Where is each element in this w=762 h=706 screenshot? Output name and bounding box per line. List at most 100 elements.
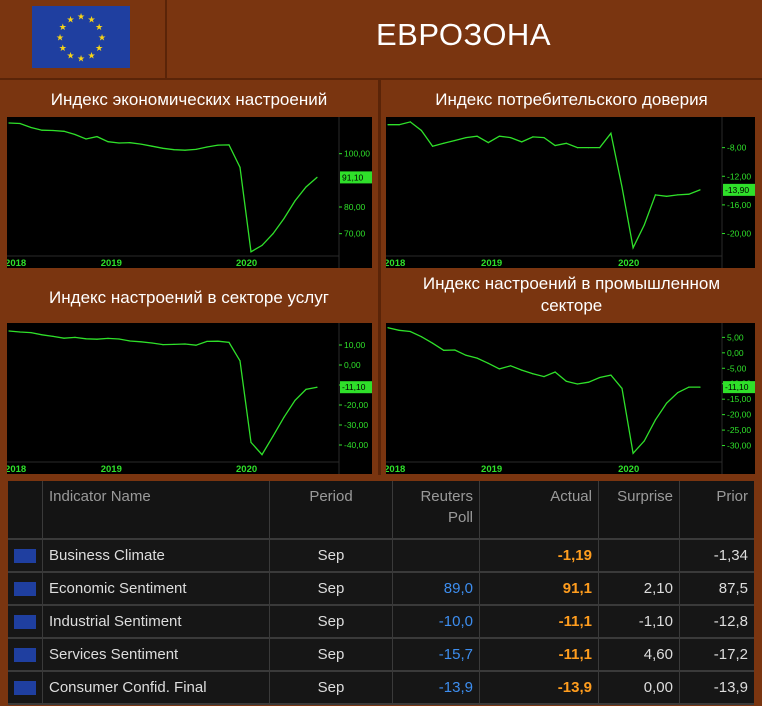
x-tick-label: 2020	[236, 464, 257, 474]
last-value-badge	[340, 171, 372, 184]
last-value-label: 91,10	[342, 172, 364, 182]
eu-flag-icon	[8, 605, 43, 639]
x-tick-label: 2020	[618, 258, 639, 268]
data-point	[206, 340, 208, 342]
data-point	[599, 376, 601, 379]
data-point	[283, 217, 285, 220]
indicator-actual: -11,1	[479, 638, 599, 672]
indicator-poll: -10,0	[392, 605, 480, 639]
indicator-prior: 87,5	[679, 572, 754, 606]
data-point	[173, 149, 175, 151]
data-point	[543, 137, 545, 139]
data-point	[465, 137, 467, 139]
data-point	[699, 189, 701, 191]
x-tick-label: 2018	[386, 464, 405, 474]
data-point	[387, 327, 389, 329]
data-point	[443, 349, 445, 351]
table-row[interactable]: Industrial Sentiment Sep -10,0 -11,1 -1,…	[8, 605, 754, 639]
data-point	[173, 343, 175, 345]
flag-star: ★	[77, 12, 85, 22]
data-point	[587, 147, 590, 149]
eu-flag-icon	[8, 671, 43, 705]
y-tick-label: 70,00	[344, 229, 366, 239]
header-period: Period	[269, 481, 393, 540]
y-tick-label: 0,00	[727, 348, 744, 358]
data-point	[316, 386, 318, 388]
data-point	[206, 146, 208, 148]
data-point	[8, 122, 10, 124]
indicator-surprise	[598, 539, 680, 573]
data-point	[599, 147, 601, 149]
data-point	[665, 195, 668, 197]
series-line	[388, 121, 701, 250]
header-flag-col	[8, 481, 43, 540]
series-line	[8, 330, 318, 456]
flag-star: ★	[77, 54, 85, 64]
indicator-poll: 89,0	[392, 572, 480, 606]
indicator-prior: -12,8	[679, 605, 754, 639]
data-point	[305, 388, 307, 390]
y-tick-label: -40,00	[344, 440, 368, 450]
table-header-row: Indicator Name Period Reuters Poll Actua…	[8, 481, 754, 540]
data-point	[387, 124, 389, 126]
x-tick-label: 2018	[7, 464, 26, 474]
indicator-name: Industrial Sentiment	[42, 605, 270, 639]
data-point	[454, 139, 456, 142]
y-tick-label: 5,00	[727, 332, 744, 342]
x-tick-label: 2019	[101, 464, 122, 474]
last-value-label: -13,90	[725, 185, 749, 195]
table-row[interactable]: Business Climate Sep -1,19 -1,34	[8, 539, 754, 573]
y-tick-label: -12,00	[727, 171, 751, 181]
table-row[interactable]: Consumer Confid. Final Sep -13,9 -13,9 0…	[8, 671, 754, 705]
chart-industrial-sentiment: 5,000,00-5,00-10,00-15,00-20,00-25,00-30…	[386, 323, 755, 474]
data-point	[63, 130, 65, 132]
data-point	[250, 251, 252, 253]
last-value-label: -11,10	[725, 382, 749, 392]
data-point	[74, 336, 76, 338]
y-tick-label: 10,00	[344, 340, 366, 350]
data-point	[621, 186, 623, 188]
data-point	[96, 338, 98, 340]
indicator-prior: -13,9	[679, 671, 754, 705]
y-tick-label: -25,00	[727, 425, 751, 435]
indicator-surprise: 2,10	[598, 572, 680, 606]
data-point	[316, 176, 318, 178]
data-point	[420, 129, 423, 132]
data-point	[688, 193, 690, 195]
data-point	[184, 343, 186, 345]
y-tick-label: -5,00	[727, 363, 747, 373]
y-tick-label: -30,00	[727, 441, 751, 451]
data-point	[443, 142, 445, 144]
last-value-badge	[723, 381, 755, 394]
indicator-prior: -1,34	[679, 539, 754, 573]
data-point	[654, 419, 657, 421]
data-point	[272, 233, 274, 235]
data-point	[677, 392, 679, 394]
y-tick-label: -20,00	[727, 410, 751, 420]
data-point	[665, 402, 668, 404]
data-point	[654, 194, 657, 196]
x-tick-label: 2018	[386, 258, 405, 268]
data-point	[476, 357, 478, 359]
data-point	[621, 387, 623, 389]
data-point	[498, 135, 501, 137]
indicator-table: Indicator Name Period Reuters Poll Actua…	[8, 481, 754, 705]
data-point	[85, 338, 87, 340]
data-point	[454, 349, 456, 351]
indicator-period: Sep	[269, 638, 393, 672]
data-point	[431, 342, 434, 344]
data-point	[283, 416, 285, 418]
table-row[interactable]: Services Sentiment Sep -15,7 -11,1 4,60 …	[8, 638, 754, 672]
chart-title-services: Индекс настроений в секторе услуг	[49, 288, 329, 307]
data-point	[19, 331, 21, 333]
flag-star: ★	[87, 51, 95, 61]
data-point	[509, 137, 512, 139]
table-row[interactable]: Economic Sentiment Sep 89,0 91,1 2,10 87…	[8, 572, 754, 606]
eu-flag-icon	[8, 638, 43, 672]
chart-economic-sentiment: 100,00 80,00 70,00 91,10 2018 2019 2020	[7, 117, 372, 268]
x-tick-label: 2019	[481, 464, 502, 474]
eu-flag-icon	[8, 572, 43, 606]
x-tick-label: 2020	[618, 464, 639, 474]
flag-star: ★	[98, 33, 106, 43]
indicator-actual: 91,1	[479, 572, 599, 606]
